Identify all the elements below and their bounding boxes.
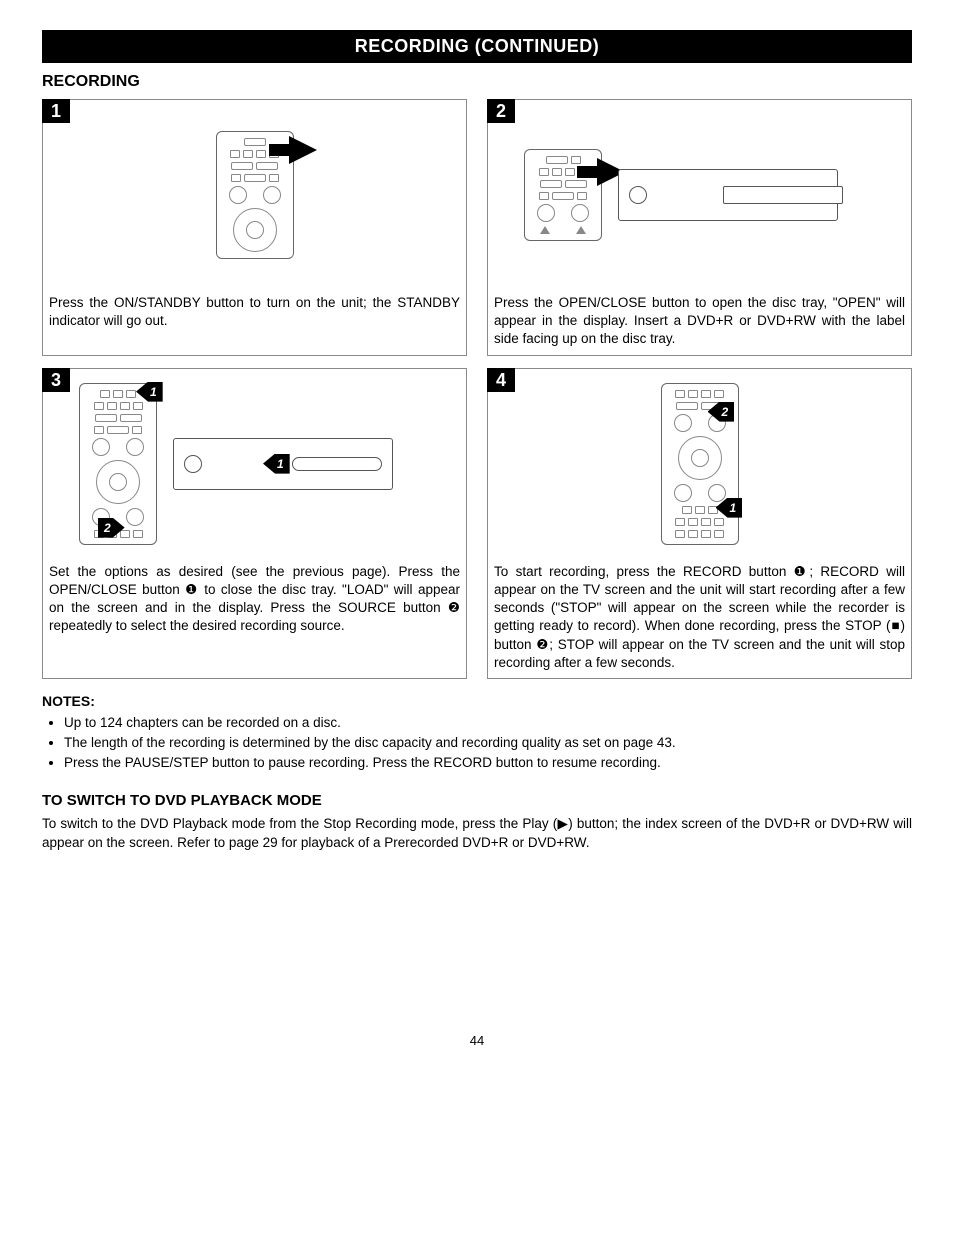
step-4-figure: 2 1 <box>488 369 911 559</box>
note-item: The length of the recording is determine… <box>64 733 912 753</box>
step-2-figure <box>488 100 911 290</box>
step-1-figure <box>43 100 466 290</box>
switch-mode-body: To switch to the DVD Playback mode from … <box>42 815 912 853</box>
page-header-bar: RECORDING (CONTINUED) <box>42 30 912 63</box>
steps-grid: 1 Press the ON/STANDBY button to turn on… <box>42 99 912 679</box>
step-3: 3 1 2 1 Set the option <box>42 368 467 679</box>
step-1-number: 1 <box>42 99 70 123</box>
step-1: 1 Press the ON/STANDBY button to turn on… <box>42 99 467 356</box>
remote-illustration: 2 1 <box>661 383 739 545</box>
step-3-text: Set the options as desired (see the prev… <box>43 559 466 642</box>
step-1-text: Press the ON/STANDBY button to turn on t… <box>43 290 466 336</box>
callout-1-icon: 1 <box>136 382 163 402</box>
notes-list: Up to 124 chapters can be recorded on a … <box>64 713 912 774</box>
notes-title: NOTES: <box>42 693 912 709</box>
step-2-number: 2 <box>487 99 515 123</box>
player-unit-illustration <box>618 169 838 221</box>
switch-mode-title: TO SWITCH TO DVD PLAYBACK MODE <box>42 792 912 809</box>
remote-illustration <box>216 131 294 259</box>
note-item: Up to 124 chapters can be recorded on a … <box>64 713 912 733</box>
remote-illustration: 1 2 <box>79 383 157 545</box>
page-number: 44 <box>42 1033 912 1048</box>
step-3-number: 3 <box>42 368 70 392</box>
pointer-arrow-icon <box>289 136 317 164</box>
remote-illustration <box>524 149 602 241</box>
step-2-text: Press the OPEN/CLOSE button to open the … <box>488 290 911 355</box>
section-title: RECORDING <box>42 73 912 91</box>
step-4-number: 4 <box>487 368 515 392</box>
step-4: 4 2 1 To start recording, press the RECO… <box>487 368 912 679</box>
step-4-text: To start recording, press the RECORD but… <box>488 559 911 678</box>
note-item: Press the PAUSE/STEP button to pause rec… <box>64 753 912 773</box>
step-3-figure: 1 2 1 <box>43 369 466 559</box>
page-header-title: RECORDING (CONTINUED) <box>355 36 600 56</box>
step-2: 2 Press the OPEN/CLOSE button to op <box>487 99 912 356</box>
